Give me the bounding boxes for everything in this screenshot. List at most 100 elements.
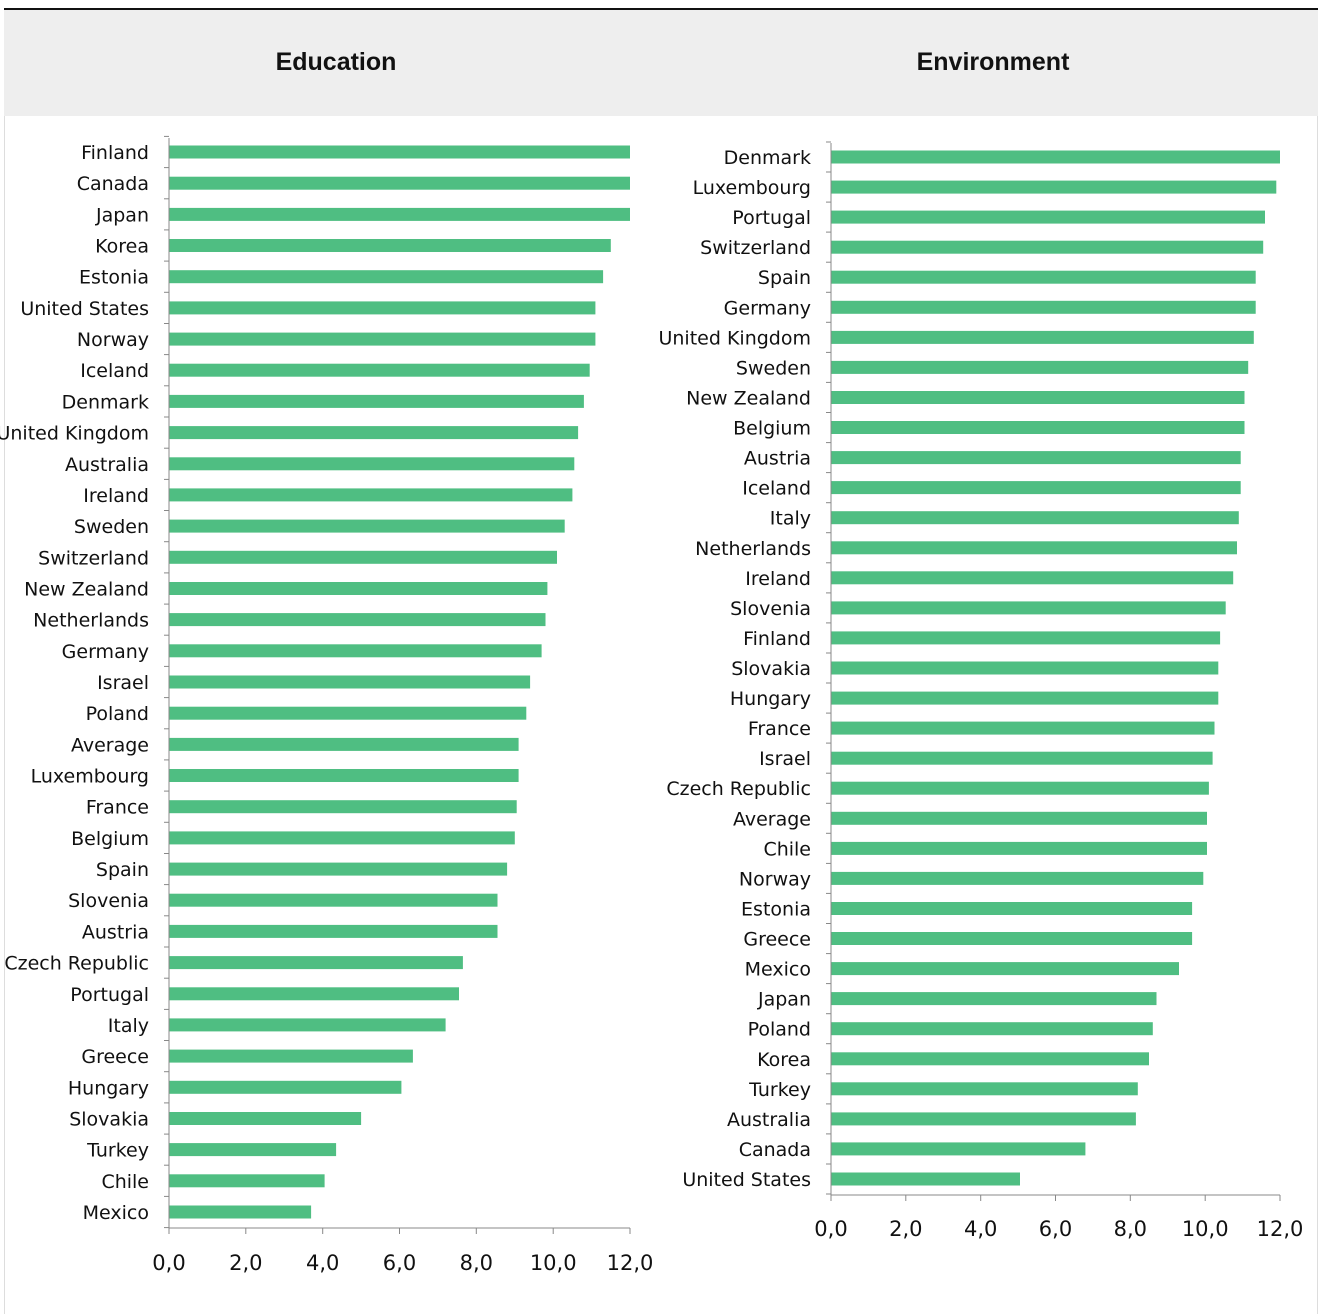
education-category-label: Czech Republic [4, 953, 149, 975]
education-bar [169, 394, 584, 408]
environment-category-label: Denmark [724, 147, 811, 169]
environment-bar [831, 421, 1245, 434]
education-bar [169, 207, 630, 221]
environment-category-label: Iceland [742, 478, 811, 500]
education-category-label: Hungary [68, 1077, 149, 1099]
education-category-label: Austria [82, 921, 149, 943]
education-category-label: United States [20, 298, 149, 320]
right-border [1317, 116, 1318, 1314]
environment-x-tick-label: 10,0 [1182, 1217, 1229, 1241]
environment-category-label: Average [733, 808, 811, 830]
environment-bar [831, 871, 1204, 885]
environment-bar [831, 210, 1265, 224]
environment-category-label: Czech Republic [666, 778, 811, 800]
education-category-label: Ireland [83, 485, 149, 507]
environment-category-label: Austria [744, 448, 811, 470]
environment-category-label: Estonia [741, 899, 811, 921]
education-category-label: Germany [62, 641, 149, 663]
education-bar [169, 893, 498, 907]
education-category-label: Italy [108, 1015, 149, 1037]
education-category-label: Korea [95, 236, 149, 258]
environment-bar [831, 1172, 1020, 1186]
environment-bar [831, 932, 1193, 945]
education-bar [169, 831, 515, 845]
environment-category-label: Greece [743, 929, 811, 951]
education-category-label: United Kingdom [0, 423, 149, 445]
education-bar [169, 706, 527, 720]
education-bar [169, 239, 611, 252]
environment-bar [831, 481, 1241, 495]
education-x-tick-label: 4,0 [306, 1251, 339, 1275]
education-category-label: France [86, 797, 149, 819]
education-bar [169, 613, 546, 627]
education-bar [169, 769, 519, 782]
education-category-label: Japan [95, 204, 149, 226]
environment-bar [831, 661, 1219, 675]
education-category-label: Chile [101, 1171, 149, 1193]
environment-bar [831, 1022, 1153, 1036]
education-bar [169, 176, 630, 190]
education-bar [169, 270, 604, 284]
education-category-label: Norway [77, 329, 149, 351]
left-border [4, 116, 5, 1314]
environment-category-label: Italy [770, 508, 811, 530]
environment-bar [831, 601, 1226, 615]
education-bar [169, 862, 508, 876]
environment-bar [831, 1112, 1136, 1126]
environment-category-label: Hungary [730, 688, 811, 710]
education-category-label: Greece [81, 1046, 149, 1068]
environment-category-label: Luxembourg [693, 177, 811, 199]
education-bar [169, 332, 596, 346]
education-bar [169, 550, 557, 564]
environment-bar [831, 631, 1221, 645]
environment-category-label: Ireland [745, 568, 811, 590]
education-bar [169, 582, 548, 595]
environment-category-label: Finland [743, 628, 811, 650]
environment-category-label: Turkey [748, 1079, 811, 1101]
environment-category-label: Canada [739, 1139, 811, 1161]
environment-bar [831, 571, 1234, 585]
environment-bar [831, 992, 1157, 1006]
education-title: Education [275, 48, 397, 76]
education-category-label: Spain [96, 859, 149, 881]
environment-category-label: Poland [748, 1019, 811, 1041]
education-bar [169, 956, 463, 970]
education-category-label: Slovenia [68, 890, 149, 912]
environment-category-label: Slovakia [731, 658, 811, 680]
environment-category-label: Portugal [732, 207, 811, 229]
education-category-label: Luxembourg [31, 766, 149, 788]
education-bar [169, 1143, 337, 1157]
environment-category-label: Sweden [736, 357, 811, 379]
environment-bar [831, 360, 1249, 374]
environment-bar [831, 721, 1215, 735]
education-bar [169, 488, 573, 502]
education-category-label: Finland [81, 142, 149, 164]
environment-bar [831, 270, 1256, 284]
education-category-label: Poland [86, 703, 149, 725]
environment-category-label: Belgium [733, 418, 811, 440]
environment-x-tick-label: 0,0 [814, 1217, 847, 1241]
environment-bar [831, 691, 1219, 705]
environment-x-tick-label: 4,0 [964, 1217, 997, 1241]
education-x-tick-label: 8,0 [460, 1251, 493, 1275]
education-category-label: Average [71, 734, 149, 756]
environment-bar [831, 240, 1264, 254]
education-bar [169, 1080, 402, 1094]
education-category-label: Turkey [86, 1140, 149, 1162]
education-bar [169, 675, 531, 689]
environment-bar [831, 811, 1207, 825]
environment-category-label: United Kingdom [658, 327, 811, 349]
education-x-tick-label: 2,0 [229, 1251, 262, 1275]
environment-category-label: France [748, 718, 811, 740]
environment-bar [831, 962, 1179, 976]
environment-bar [831, 1052, 1149, 1066]
education-category-label: Mexico [83, 1202, 149, 1224]
environment-bar [831, 391, 1245, 404]
education-category-label: Belgium [71, 828, 149, 850]
environment-category-label: United States [682, 1169, 811, 1191]
environment-category-label: Japan [757, 989, 811, 1011]
environment-x-tick-label: 6,0 [1039, 1217, 1072, 1241]
environment-category-label: Netherlands [695, 538, 811, 560]
education-bar [169, 1049, 413, 1063]
education-bar [169, 800, 517, 814]
